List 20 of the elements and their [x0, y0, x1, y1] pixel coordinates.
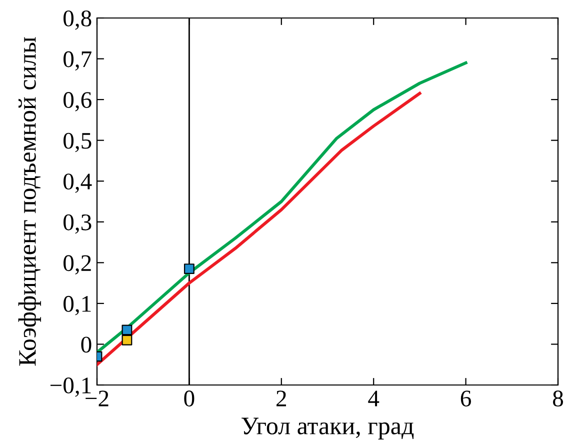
y-tick-label: 0: [81, 336, 92, 353]
x-tick-label: 6: [460, 390, 471, 406]
y-tick-label: 0,6: [64, 92, 92, 112]
x-axis-title: Угол атаки, град: [242, 418, 414, 440]
x-tick-label: 0: [184, 390, 194, 406]
y-tick-label: 0,7: [64, 51, 92, 71]
point: [122, 334, 132, 346]
x-tick-label: 4: [368, 390, 380, 406]
x-tick-label: 8: [552, 390, 564, 406]
y-tick-label: 0,8: [64, 10, 92, 30]
y-axis-title: Коэффициент подъемной силы: [18, 37, 41, 366]
y-tick-label: 0,5: [64, 132, 92, 152]
y-tick-label: 0,3: [64, 214, 92, 234]
y-tick-label: 0,4: [64, 174, 92, 193]
x-tick-label: 2: [276, 390, 286, 406]
y-tick-label: 0,1: [64, 296, 91, 316]
point: [122, 324, 132, 336]
y-tick-label: 0,2: [64, 255, 91, 274]
line-series: [97, 92, 422, 366]
point: [184, 264, 194, 274]
